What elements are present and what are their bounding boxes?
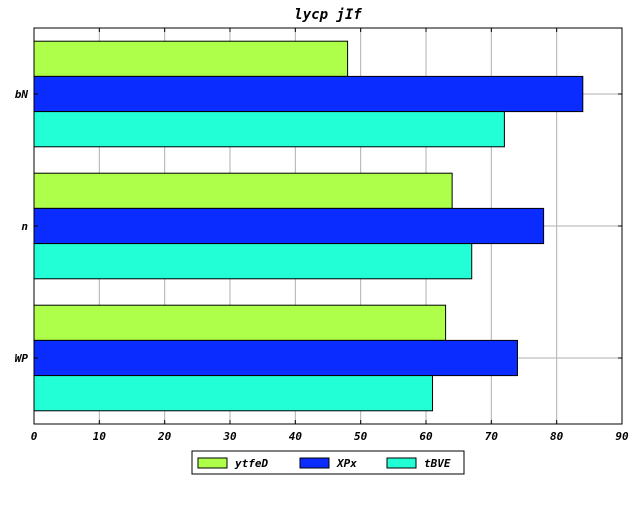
bar-ytfeD-bN — [33, 40, 349, 77]
bar-ytfeD-WP — [33, 304, 447, 341]
x-tick-label: 60 — [419, 430, 433, 443]
legend-label-tBVE: tBVE — [424, 457, 451, 470]
bar-ytfeD-n — [33, 172, 453, 209]
x-tick-label: 90 — [615, 430, 629, 443]
x-tick-label: 40 — [289, 430, 303, 443]
bar-XPx-n — [33, 207, 545, 245]
legend-swatch-XPx — [299, 457, 330, 469]
axis-ticks: 0 10 20 30 40 50 60 70 80 90 bN n WP — [15, 28, 629, 443]
y-tick-label: bN — [15, 88, 29, 101]
legend-label-ytfeD: ytfeD — [234, 457, 268, 470]
bar-XPx-bN — [33, 75, 584, 113]
bar-tBVE-n — [33, 243, 473, 280]
legend-label-XPx: XPx — [336, 457, 357, 470]
x-tick-label: 30 — [222, 430, 237, 443]
x-tick-label: 10 — [93, 430, 107, 443]
x-tick-label: 80 — [550, 430, 564, 443]
x-tick-label: 20 — [157, 430, 172, 443]
bar-XPx-WP — [33, 339, 518, 377]
bar-tBVE-WP — [33, 375, 434, 412]
chart-title: lycp jIf — [294, 7, 362, 23]
y-tick-label: WP — [15, 352, 29, 365]
legend: ytfeD XPx tBVE — [191, 450, 465, 475]
legend-swatch-tBVE — [386, 457, 417, 469]
bar-tBVE-bN — [33, 111, 505, 148]
legend-swatch-ytfeD — [197, 457, 228, 469]
x-tick-label: 0 — [31, 430, 38, 443]
y-tick-label: n — [21, 220, 28, 233]
x-tick-label: 50 — [354, 430, 368, 443]
bars — [33, 40, 584, 412]
x-tick-label: 70 — [485, 430, 499, 443]
